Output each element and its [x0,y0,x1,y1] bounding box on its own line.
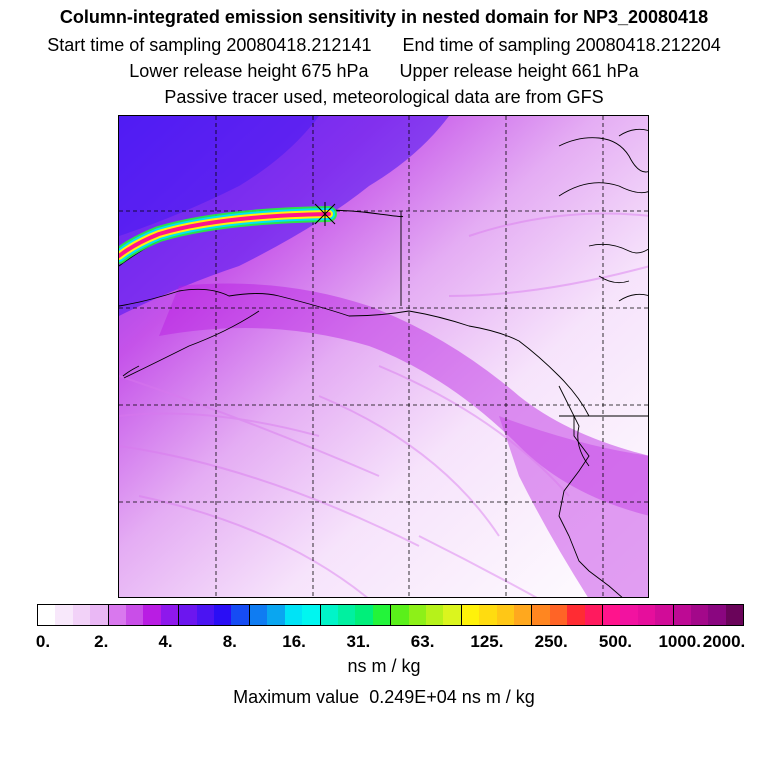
colorbar-tick-label: 1000. [658,632,701,651]
colorbar-cell [284,605,303,625]
colorbar-tick-label: 8. [222,632,237,651]
colorbar-cell [355,605,373,625]
colorbar-cell [126,605,144,625]
colorbar-tick-label: 500. [598,632,632,651]
release-height-line: Lower release height 675 hPa Upper relea… [0,60,768,82]
colorbar-cell [584,605,602,625]
colorbar-tick-label: 125. [470,632,504,651]
colorbar-cell [425,605,444,625]
colorbar-cell [267,605,285,625]
colorbar-cell [107,605,127,625]
colorbar-tick-label: 250. [534,632,568,651]
colorbar [37,604,744,626]
colorbar-tick-label: 31. [346,632,371,651]
colorbar-cell [302,605,320,625]
colorbar-cell [55,605,73,625]
colorbar-cell [637,605,656,625]
colorbar-cell [231,605,249,625]
colorbar-tick-label: 2000. [702,632,746,651]
colorbar-cell [372,605,391,625]
colorbar-cell [319,605,338,625]
upper-height-value: 661 hPa [571,61,639,81]
colorbar-cell [549,605,568,625]
colorbar-cell [408,605,426,625]
colorbar-cell [248,605,268,625]
colorbar-tick-label: 2. [94,632,109,651]
colorbar-units: ns m / kg [347,656,421,676]
colorbar-cell [460,605,480,625]
colorbar-cell [655,605,673,625]
colorbar-tick-label: 0. [35,632,51,651]
release-plume [119,206,337,264]
colorbar-cell [143,605,161,625]
colorbar-cell [496,605,514,625]
map-canvas [119,116,648,597]
colorbar-cell [90,605,108,625]
sampling-time-line: Start time of sampling 20080418.212141 E… [0,34,768,56]
colorbar-cell [72,605,91,625]
colorbar-cell [160,605,179,625]
release-location-marker [314,202,336,226]
highest-sensitivity-region [119,116,319,236]
colorbar-tick-label: 4. [158,632,173,651]
colorbar-cell [390,605,409,625]
start-time-label: Start time of sampling [47,35,222,55]
colorbar-cell [602,605,621,625]
colorbar-cell [708,605,726,625]
colorbar-tick-label: 63. [410,632,435,651]
colorbar-cell [567,605,585,625]
start-time-value: 20080418.212141 [226,35,372,55]
colorbar-cell [337,605,356,625]
colorbar-cell [691,605,709,625]
colorbar-cell [479,605,497,625]
colorbar-cell [214,605,232,625]
gridlines [119,116,648,597]
end-time-value: 20080418.212204 [575,35,721,55]
lower-height-label: Lower release height [129,61,297,81]
lower-right-lobe [499,416,648,597]
sensitivity-map [118,115,649,598]
colorbar-cell [531,605,550,625]
colorbar-tick-label: 16. [282,632,306,651]
tracer-note: Passive tracer used, meteorological data… [164,87,604,107]
trajectory-streaks [119,212,648,597]
maximum-value: Maximum value 0.249E+04 ns m / kg [0,687,768,708]
maximum-value-label: Maximum value [233,687,360,707]
maximum-value-number: 0.249E+04 ns m / kg [369,687,535,707]
colorbar-cell [38,605,56,625]
upper-height-label: Upper release height [399,61,567,81]
colorbar-cell [178,605,197,625]
colorbar-cell [672,605,692,625]
colorbar-cell [443,605,461,625]
end-time-label: End time of sampling [402,35,571,55]
colorbar-cell [196,605,215,625]
colorbar-cell [725,605,744,625]
lower-height-value: 675 hPa [301,61,369,81]
colorbar-cell [513,605,532,625]
plot-title: Column-integrated emission sensitivity i… [59,7,709,27]
colorbar-cell [620,605,638,625]
